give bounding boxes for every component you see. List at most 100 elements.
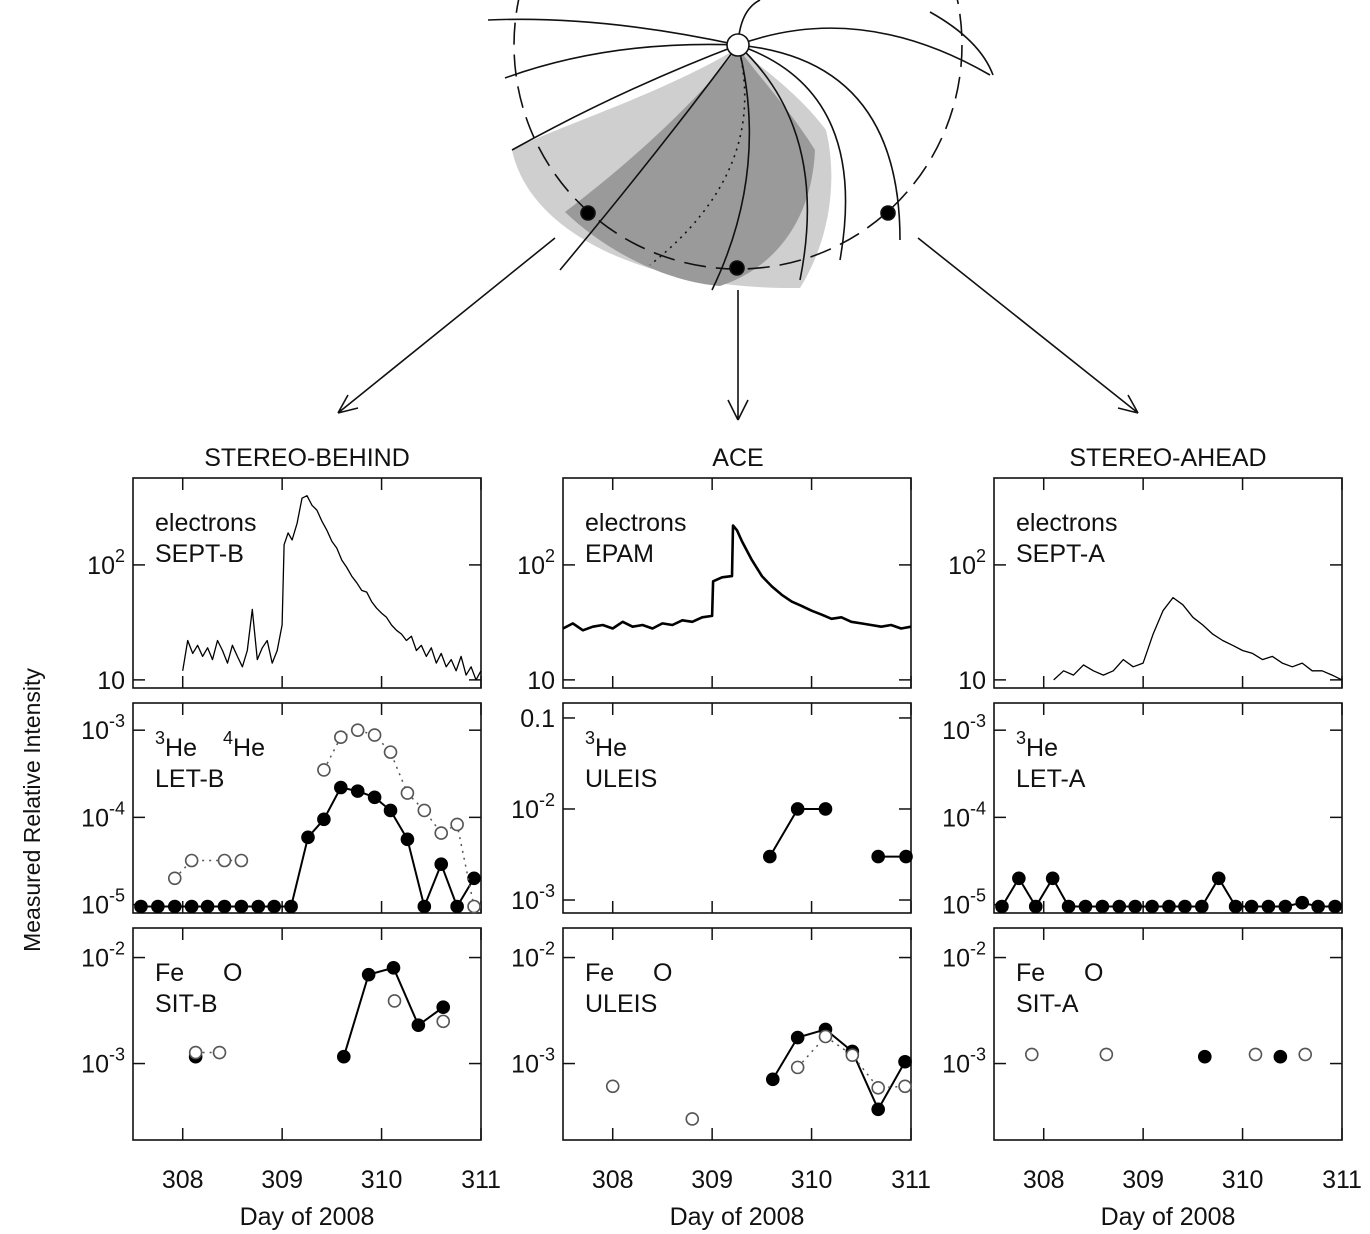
y-tick-label: 10-3 xyxy=(511,1045,555,1079)
species-name: He xyxy=(595,734,627,762)
y-tick-base: 10 xyxy=(87,552,115,580)
panel-label: SEPT-A xyxy=(1016,540,1105,568)
data-point xyxy=(434,826,449,840)
species-name: O xyxy=(1084,959,1103,987)
y-tick-base: 10 xyxy=(958,667,986,695)
panel-label: SIT-B xyxy=(155,990,218,1018)
data-point xyxy=(411,1018,426,1033)
column-title: ACE xyxy=(712,444,763,472)
species-label: O xyxy=(653,959,672,987)
arrow xyxy=(727,290,749,421)
data-point xyxy=(1228,899,1243,914)
y-tick-base: 10 xyxy=(517,552,545,580)
data-point xyxy=(450,899,464,914)
x-axis-label: Day of 2008 xyxy=(240,1203,375,1231)
region-inner xyxy=(565,48,815,286)
panel-label: electrons xyxy=(155,509,256,537)
data-point xyxy=(898,1054,912,1069)
y-tick-base: 10 xyxy=(511,887,539,915)
y-tick-base: 10 xyxy=(81,945,109,973)
data-point xyxy=(1024,1047,1039,1062)
data-point xyxy=(1197,1049,1212,1064)
data-point xyxy=(134,899,148,914)
data-point xyxy=(361,967,376,982)
spacecraft xyxy=(580,205,596,221)
y-tick-label: 10-3 xyxy=(942,1045,986,1079)
y-tick-base: 10 xyxy=(942,945,970,973)
data-point xyxy=(1298,1047,1313,1062)
species-label: 3He xyxy=(1016,728,1058,762)
species-label: O xyxy=(223,959,242,987)
y-tick-label: 10 xyxy=(527,667,555,695)
y-tick-exponent: -3 xyxy=(970,1045,986,1065)
panel-label: electrons xyxy=(585,509,686,537)
data-point xyxy=(317,812,331,827)
y-tick-label: 10-3 xyxy=(942,711,986,745)
panel-label: SEPT-B xyxy=(155,540,244,568)
y-tick-exponent: -2 xyxy=(109,939,125,959)
y-tick-label: 10-4 xyxy=(81,798,125,832)
y-tick-label: 10-2 xyxy=(511,939,555,973)
y-tick-exponent: -4 xyxy=(109,798,125,818)
x-tick-label: 308 xyxy=(592,1166,634,1194)
y-tick-exponent: -3 xyxy=(539,881,555,901)
arrow xyxy=(337,237,556,414)
data-point xyxy=(387,994,402,1008)
y-tick-label: 10-3 xyxy=(511,881,555,915)
y-tick-base: 10 xyxy=(81,892,109,920)
y-tick-base: 10 xyxy=(942,804,970,832)
plot-frame xyxy=(993,927,1343,1141)
data-point xyxy=(845,1048,860,1062)
plot-frame xyxy=(132,477,482,689)
y-tick-label: 102 xyxy=(87,546,125,580)
data-point xyxy=(1278,899,1293,914)
plot-frame xyxy=(562,927,912,1141)
y-tick-base: 10 xyxy=(527,667,555,695)
data-point xyxy=(217,853,232,868)
data-point xyxy=(251,899,266,914)
y-tick-base: 0.1 xyxy=(520,705,555,733)
data-point xyxy=(899,849,913,864)
data-point xyxy=(871,1081,885,1095)
y-tick-base: 10 xyxy=(511,945,539,973)
data-point xyxy=(685,1112,700,1126)
series-line xyxy=(182,495,482,681)
field-line xyxy=(711,44,751,291)
data-point xyxy=(1273,1049,1288,1064)
y-tick-base: 10 xyxy=(97,667,125,695)
data-point xyxy=(995,899,1009,914)
data-point xyxy=(1248,1047,1263,1062)
species-name: O xyxy=(223,959,242,987)
data-point xyxy=(1162,899,1176,914)
data-point xyxy=(1244,899,1259,914)
y-tick-exponent: -2 xyxy=(539,939,555,959)
y-tick-label: 102 xyxy=(517,546,555,580)
data-point xyxy=(184,853,199,868)
field-line xyxy=(929,11,994,76)
data-point xyxy=(301,830,315,845)
data-point xyxy=(1211,871,1226,886)
mass-number: 4 xyxy=(223,728,233,748)
y-tick-exponent: -2 xyxy=(539,790,555,810)
data-point xyxy=(1099,1047,1114,1062)
data-point xyxy=(1178,899,1192,914)
data-point xyxy=(234,899,249,914)
data-point xyxy=(1295,895,1310,910)
species-label: 4He xyxy=(223,728,265,762)
data-point xyxy=(417,803,432,818)
column-title: STEREO-AHEAD xyxy=(1069,444,1266,472)
y-tick-label: 10-5 xyxy=(942,886,986,920)
data-point xyxy=(763,849,777,864)
panel-label: LET-B xyxy=(155,765,224,793)
field-line xyxy=(737,27,991,76)
data-point xyxy=(367,728,382,742)
species-label: 3He xyxy=(155,728,197,762)
y-tick-label: 10-2 xyxy=(511,790,555,824)
species-name: He xyxy=(1026,734,1058,762)
data-point xyxy=(898,1079,912,1094)
y-tick-exponent: 2 xyxy=(976,546,986,566)
data-point xyxy=(1078,899,1093,914)
